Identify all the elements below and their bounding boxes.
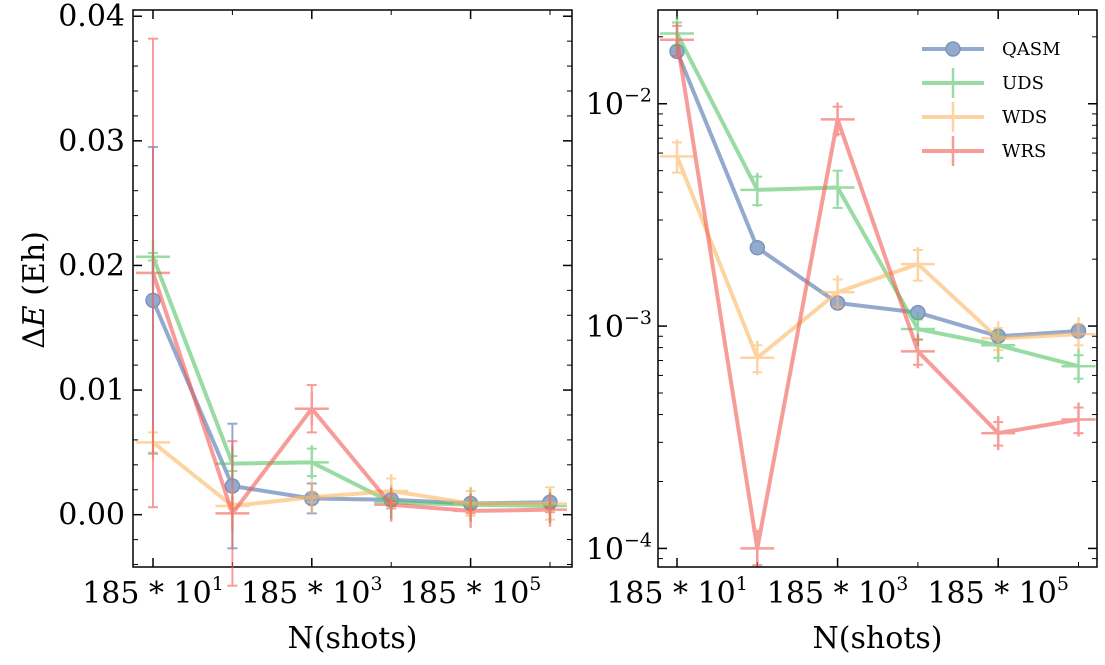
data-point-wrs <box>136 255 170 290</box>
data-point-uds <box>1061 349 1096 384</box>
series-wrs <box>660 22 1096 567</box>
y-tick-label-exponent: −2 <box>624 85 652 107</box>
series-line-wrs <box>675 39 1079 551</box>
x-tick-label: 185 * 103 <box>767 573 909 611</box>
y-tick-label: 10−2 <box>586 85 652 123</box>
x-tick-label-exponent: 1 <box>736 573 748 595</box>
data-point-uds <box>740 172 775 207</box>
series-wds <box>660 139 1096 375</box>
x-tick-label-base: 185 * 10 <box>767 576 897 611</box>
data-point-wds <box>740 340 775 375</box>
legend-swatch-qasm <box>922 41 984 57</box>
x-tick-label-exponent: 3 <box>371 573 383 595</box>
data-point-wrs <box>453 493 488 528</box>
x-tick-label: 185 * 105 <box>927 573 1069 611</box>
legend-marker <box>945 41 961 57</box>
data-point-wrs <box>900 334 935 369</box>
legend-label-wrs: WRS <box>1002 141 1046 162</box>
x-tick-label: 185 * 101 <box>82 573 224 611</box>
x-tick-label: 185 * 101 <box>606 573 748 611</box>
data-point-wds <box>294 480 329 515</box>
legend-swatch-uds <box>922 68 984 98</box>
x-tick-label-exponent: 5 <box>1057 573 1069 595</box>
series-line-uds <box>675 32 1080 369</box>
x-tick-label-exponent: 3 <box>896 573 908 595</box>
data-point-wds <box>900 247 935 282</box>
axes-frame <box>657 9 1098 568</box>
data-point-wrs <box>294 391 329 426</box>
y-tick-label: 0.02 <box>58 248 125 283</box>
x-axis-title: N(shots) <box>813 621 943 656</box>
y-tick-label: 0.00 <box>58 498 125 533</box>
data-point-wds <box>660 139 694 174</box>
y-tick-label-exponent: −4 <box>624 529 652 551</box>
data-point-wrs <box>215 496 250 531</box>
x-tick-label-base: 185 * 10 <box>400 576 530 611</box>
data-point-wds <box>981 321 1016 356</box>
x-tick-label-base: 185 * 10 <box>606 576 736 611</box>
legend-label-wds: WDS <box>1002 107 1047 128</box>
legend-label-qasm: QASM <box>1002 39 1061 60</box>
data-point-wrs <box>820 102 855 137</box>
y-tick-label: 10−3 <box>586 307 652 345</box>
legend-swatch-wrs <box>922 136 984 166</box>
data-point-wrs <box>981 416 1016 451</box>
x-tick-label-base: 185 * 10 <box>241 576 371 611</box>
x-tick-label-exponent: 5 <box>529 573 541 595</box>
axes-frame <box>132 9 573 568</box>
y-tick-label-base: 10 <box>586 88 624 123</box>
y-tick-label-base: 10 <box>586 532 624 567</box>
data-point-uds <box>294 445 329 480</box>
x-tick-label: 185 * 105 <box>400 573 542 611</box>
data-point-wrs <box>1061 402 1096 437</box>
data-point-qasm <box>749 240 766 256</box>
y-axis-title-unit: (Eh) <box>17 231 52 305</box>
x-tick-label-exponent: 1 <box>212 573 224 595</box>
legend-swatch-wds <box>922 102 984 132</box>
legend: QASM UDS WDS WRS <box>922 39 1061 166</box>
legend-label-uds: UDS <box>1002 73 1044 94</box>
data-point-wds <box>820 275 855 310</box>
y-axis-title-delta: Δ <box>17 327 52 349</box>
x-axis-title: N(shots) <box>288 621 418 656</box>
series-wrs <box>136 37 567 587</box>
y-axis-title-variable: E <box>17 305 52 328</box>
data-point-wrs <box>660 22 694 57</box>
y-tick-label: 0.04 <box>58 0 125 34</box>
data-point-wds <box>1061 317 1096 352</box>
x-tick-label-base: 185 * 10 <box>927 576 1057 611</box>
data-point-wrs <box>740 531 775 566</box>
y-axis-title: ΔE (Eh) <box>17 231 52 349</box>
series-line-qasm <box>675 50 1079 339</box>
series-uds <box>660 16 1096 384</box>
y-tick-label: 0.03 <box>58 124 125 159</box>
y-tick-label-base: 10 <box>586 310 624 345</box>
y-tick-label-exponent: −3 <box>624 307 652 329</box>
y-tick-label: 0.01 <box>58 373 125 408</box>
x-tick-label-base: 185 * 10 <box>82 576 212 611</box>
data-point-wrs <box>533 492 567 527</box>
x-tick-label: 185 * 103 <box>241 573 383 611</box>
y-tick-label: 10−4 <box>586 529 652 567</box>
data-point-wrs <box>374 487 409 522</box>
